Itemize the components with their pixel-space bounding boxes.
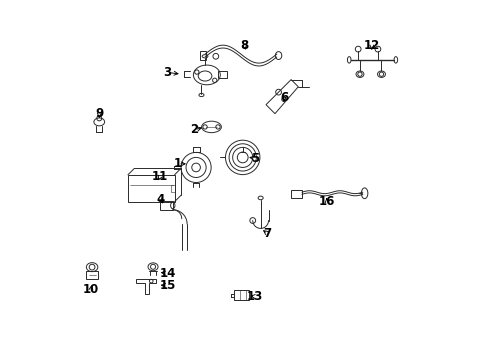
Bar [217,71,226,78]
Text: 12: 12 [363,39,379,52]
Text: 5: 5 [251,152,259,165]
Text: 11: 11 [152,170,168,183]
Bar [86,271,98,279]
Bar [234,291,248,301]
Bar [160,201,172,210]
Text: 9: 9 [95,107,103,120]
Text: 7: 7 [263,227,271,240]
Text: 2: 2 [190,123,198,136]
Bar [128,175,174,202]
Text: 8: 8 [240,39,248,52]
Text: 10: 10 [83,283,99,296]
Text: 16: 16 [318,195,334,208]
Text: 3: 3 [163,66,171,79]
Bar [199,51,206,60]
Text: 13: 13 [246,290,263,303]
Bar [290,190,301,198]
Text: 15: 15 [159,279,175,292]
Bar [171,185,175,192]
Text: 14: 14 [159,267,175,280]
Text: 6: 6 [279,91,287,104]
Text: 1: 1 [174,157,182,170]
Text: 4: 4 [156,193,164,206]
